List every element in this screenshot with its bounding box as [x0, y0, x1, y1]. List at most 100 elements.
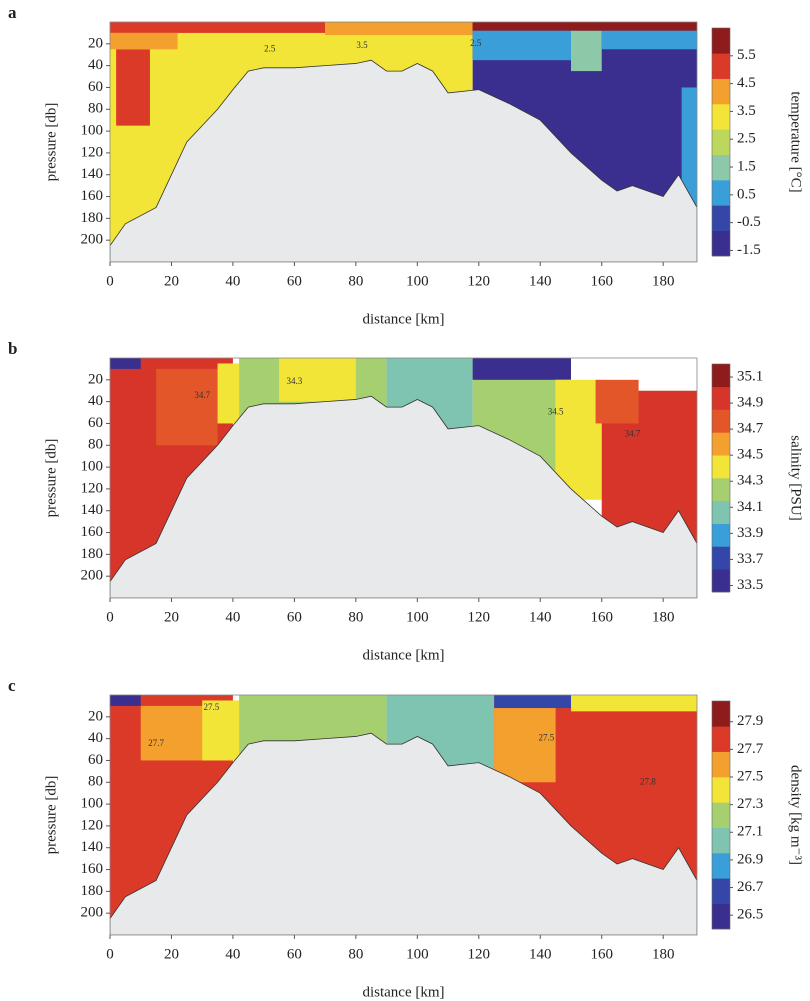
colorbar-band [712, 523, 730, 547]
plot-frame [109, 21, 698, 263]
colorbar-band [712, 478, 730, 502]
y-tick-label: 60 [88, 752, 103, 768]
x-tick-label: 160 [590, 273, 613, 289]
x-axis-label: distance [km] [362, 647, 444, 663]
y-tick-label: 180 [81, 546, 104, 562]
contour-label: 2.5 [264, 43, 276, 53]
colorbar-tick-label: 4.5 [737, 75, 756, 91]
panel: 34.7 34.3 34.5 34.7 0 20 40 60 80 100 120 140 160 180… [8, 339, 804, 664]
water-patch [570, 30, 602, 72]
plot-frame [109, 357, 698, 599]
colorbar-tick-label: -1.5 [737, 242, 761, 258]
x-tick-label: 100 [406, 946, 429, 962]
colorbar-label: density [kg m⁻³] [788, 765, 804, 865]
colorbar-tick-label: 34.1 [737, 499, 763, 515]
water-patch [601, 30, 697, 50]
colorbar-tick-label: 35.1 [737, 368, 763, 384]
y-tick-label: 200 [81, 568, 104, 584]
y-tick-label: 120 [81, 817, 104, 833]
water-patch [202, 700, 240, 761]
water-patch [595, 379, 639, 424]
x-tick-label: 40 [225, 946, 240, 962]
y-tick-label: 80 [88, 774, 103, 790]
contour-label: 27.5 [539, 733, 555, 743]
colorbar-band [712, 386, 730, 410]
colorbar-tick-label: 3.5 [737, 103, 756, 119]
x-tick-label: 140 [529, 609, 552, 625]
panel-label: c [8, 676, 16, 695]
y-tick-label: 100 [81, 796, 104, 812]
x-tick-label: 180 [652, 946, 675, 962]
y-tick-label: 80 [88, 101, 103, 117]
colorbar-tick-label: 27.5 [737, 768, 763, 784]
x-tick-label: 40 [225, 609, 240, 625]
colorbar-tick-label: 33.5 [737, 577, 763, 593]
y-tick-label: 160 [81, 861, 104, 877]
panel: 27.5 27.7 27.5 27.8 0 20 40 60 80 100 120 140 160 180… [8, 676, 804, 1001]
water-patch [570, 695, 697, 712]
water-patch [555, 379, 602, 500]
water-patch [110, 695, 141, 706]
water-patch [325, 22, 473, 36]
y-axis-label: pressure [db] [43, 103, 59, 182]
field [110, 358, 697, 598]
colorbar-tick-label: 33.7 [737, 551, 764, 567]
colorbar-tick-label: 34.9 [737, 395, 763, 411]
colorbar-tick-label: -0.5 [737, 214, 761, 230]
contour-label: 34.3 [287, 376, 303, 386]
colorbar-band [712, 28, 730, 54]
y-tick-label: 200 [81, 905, 104, 921]
y-tick-label: 140 [81, 502, 104, 518]
colorbar-band [712, 701, 730, 727]
y-tick-label: 140 [81, 166, 104, 182]
colorbar-tick-label: 34.3 [737, 473, 763, 489]
y-tick-label: 120 [81, 144, 104, 160]
colorbar-frame [711, 363, 731, 593]
colorbar-band [712, 129, 730, 155]
y-tick-label: 20 [88, 708, 103, 724]
colorbar-band [712, 409, 730, 433]
x-tick-label: 60 [287, 273, 302, 289]
water-patch [472, 30, 571, 61]
colorbar-band [712, 903, 730, 930]
colorbar-band [712, 802, 730, 828]
x-tick-label: 20 [164, 609, 179, 625]
contour-label: 27.5 [204, 702, 220, 712]
x-tick-label: 100 [406, 609, 429, 625]
x-tick-label: 60 [287, 946, 302, 962]
colorbar-tick-label: 1.5 [737, 158, 756, 174]
colorbar-band [712, 546, 730, 570]
colorbar-frame [711, 700, 731, 930]
y-tick-label: 80 [88, 437, 103, 453]
y-tick-label: 100 [81, 123, 104, 139]
seafloor [110, 395, 697, 598]
x-axis-label: distance [km] [362, 311, 444, 327]
y-tick-label: 180 [81, 883, 104, 899]
colorbar-tick-label: 0.5 [737, 186, 756, 202]
field [110, 695, 697, 935]
x-tick-label: 180 [652, 273, 675, 289]
water-patch [110, 32, 178, 50]
contour-label: 34.7 [625, 428, 641, 438]
y-tick-label: 160 [81, 188, 104, 204]
contour-label: 34.7 [194, 390, 210, 400]
colorbar-band [712, 78, 730, 105]
x-tick-label: 40 [225, 273, 240, 289]
y-tick-label: 60 [88, 79, 103, 95]
colorbar-frame [711, 27, 731, 257]
colorbar-band [712, 205, 730, 231]
x-tick-label: 80 [348, 273, 363, 289]
x-tick-label: 120 [468, 946, 491, 962]
x-tick-label: 160 [590, 946, 613, 962]
colorbar-band [712, 104, 730, 130]
colorbar-band [712, 180, 730, 206]
colorbar-tick-label: 27.1 [737, 824, 763, 840]
x-tick-label: 0 [106, 609, 114, 625]
x-tick-label: 0 [106, 273, 114, 289]
y-tick-label: 40 [88, 730, 103, 746]
colorbar-band [712, 230, 730, 257]
water-patch [494, 695, 571, 709]
y-tick-label: 160 [81, 524, 104, 540]
colorbar-band [712, 364, 730, 388]
